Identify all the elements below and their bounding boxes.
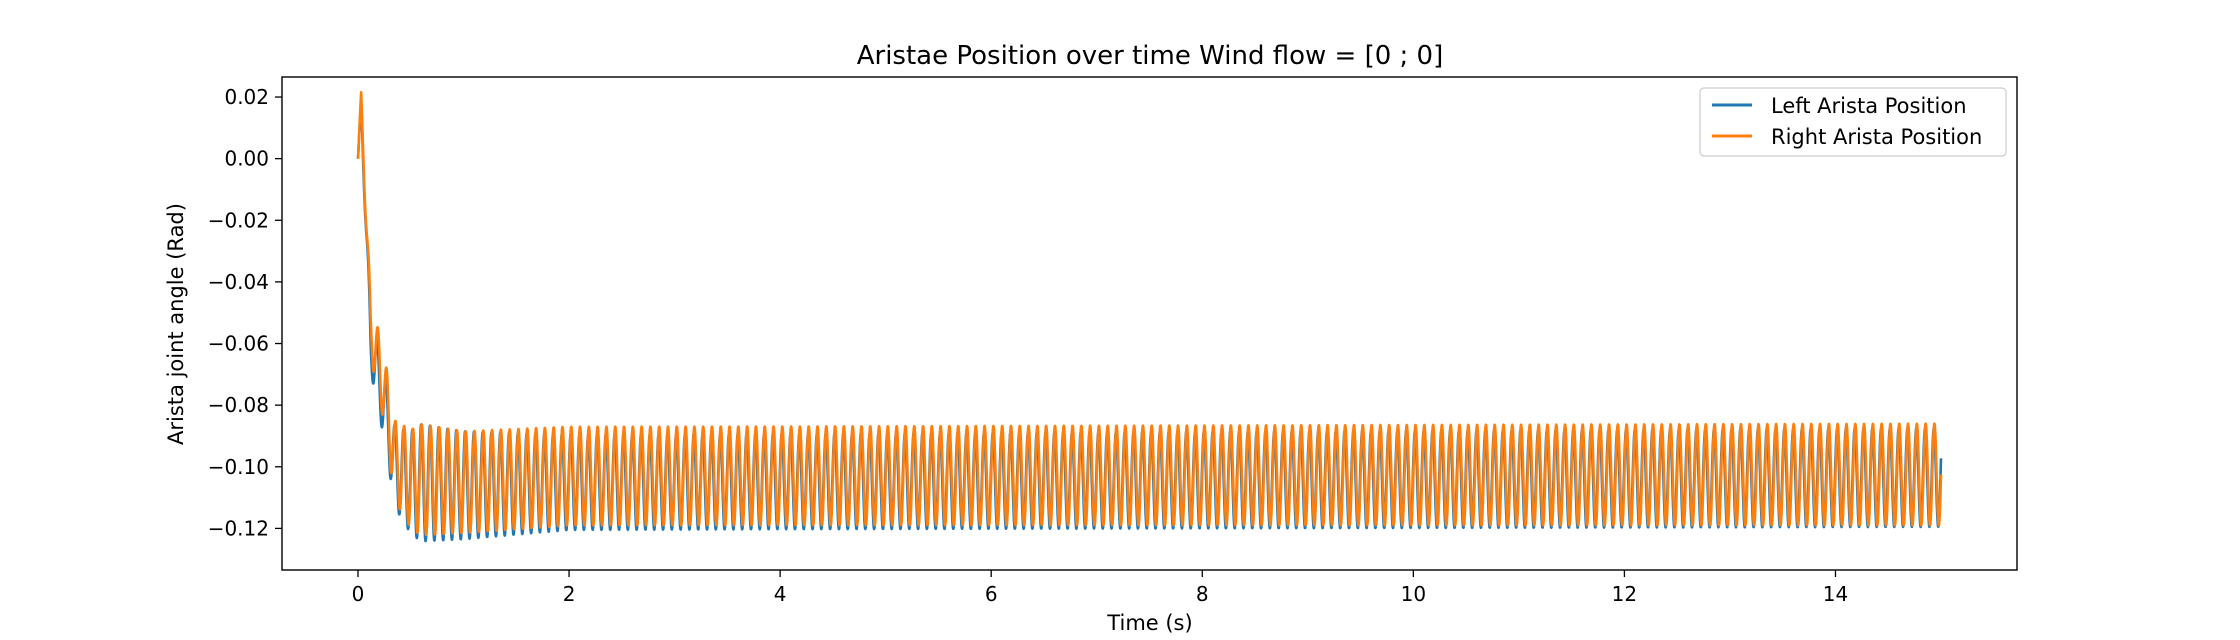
x-axis: 0 2 4 6 8 10 12 14 [352, 570, 1848, 606]
series-line-right-arista [356, 90, 1943, 537]
chart-title: Aristae Position over time Wind flow = [… [857, 41, 1444, 71]
legend: Left Arista Position Right Arista Positi… [1699, 87, 2007, 157]
y-tick-label: 0.00 [224, 147, 269, 171]
legend-entry-left: Left Arista Position [1771, 94, 1967, 118]
y-tick-label: −0.06 [208, 332, 269, 356]
y-axis-label: Arista joint angle (Rad) [164, 203, 188, 445]
x-tick-label: 4 [774, 582, 787, 606]
series-layer [356, 90, 1943, 543]
y-tick-label: 0.02 [224, 85, 269, 109]
y-tick-label: −0.04 [208, 270, 269, 294]
y-tick-label: −0.08 [208, 393, 269, 417]
legend-entry-right: Right Arista Position [1771, 125, 1982, 149]
x-axis-label: Time (s) [1106, 611, 1192, 635]
x-tick-label: 6 [985, 582, 998, 606]
x-tick-label: 2 [563, 582, 576, 606]
plot-frame [281, 76, 2018, 571]
x-tick-label: 10 [1401, 582, 1426, 606]
x-tick-label: 0 [352, 582, 365, 606]
y-tick-label: −0.02 [208, 208, 269, 232]
y-tick-label: −0.12 [208, 516, 269, 540]
legend-box [1699, 87, 2007, 157]
x-tick-label: 8 [1196, 582, 1209, 606]
y-tick-label: −0.10 [208, 455, 269, 479]
x-tick-label: 14 [1823, 582, 1848, 606]
x-tick-label: 12 [1612, 582, 1637, 606]
y-axis: 0.02 0.00 −0.02 −0.04 −0.06 −0.08 −0.10 −0.12 [208, 85, 282, 540]
